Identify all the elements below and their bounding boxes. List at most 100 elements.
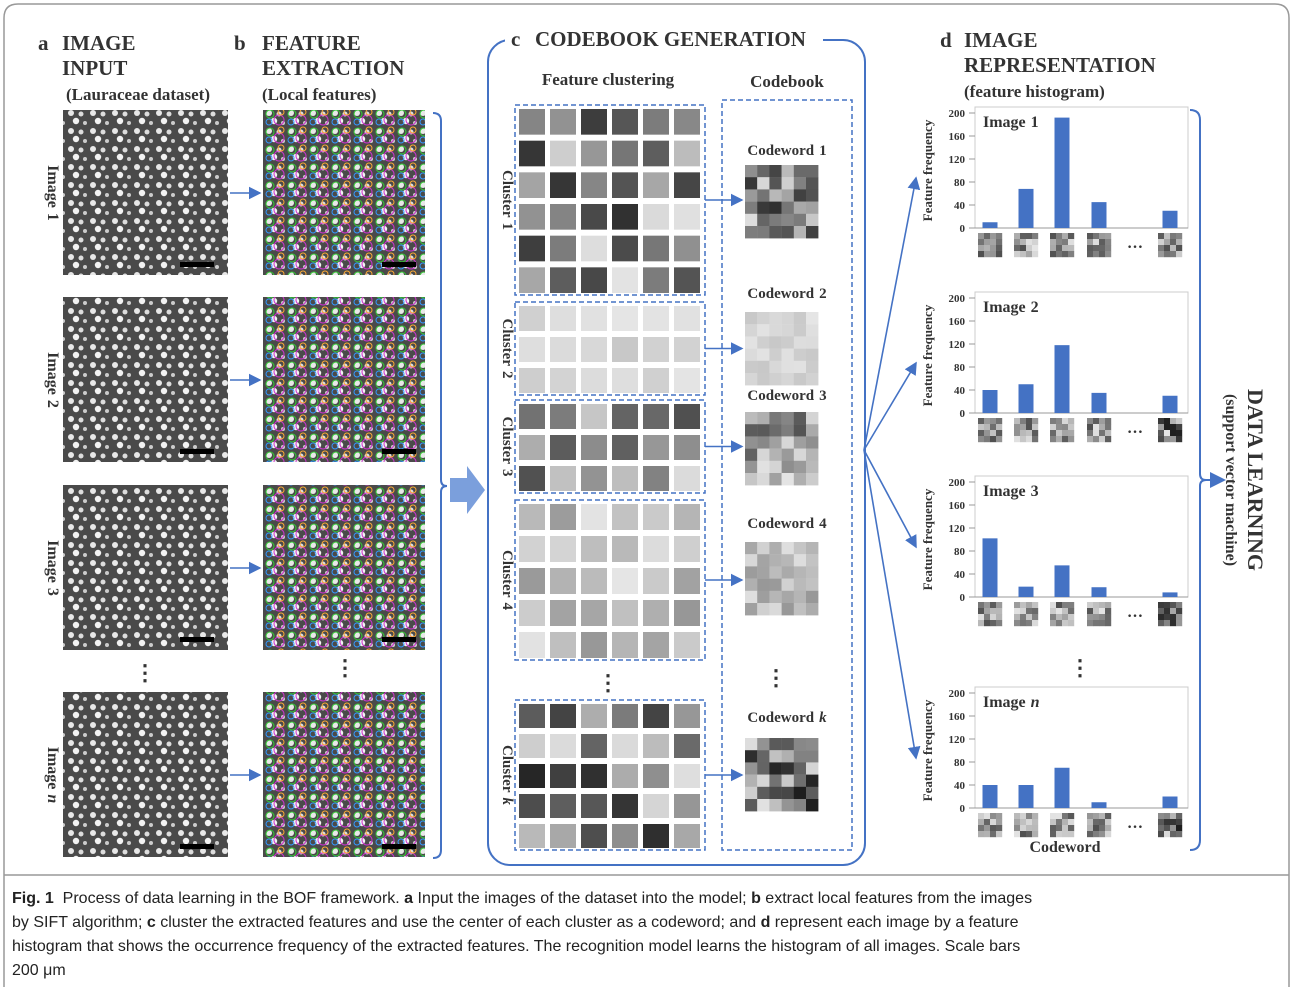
codeword-pixel [745, 202, 757, 214]
thumb-pixel [1105, 813, 1111, 819]
codeword-pixel [794, 554, 806, 566]
codeword-pixel [769, 312, 781, 324]
thumb-pixel [1020, 233, 1026, 239]
feature-patch [674, 306, 700, 331]
bar [1092, 802, 1107, 808]
codeword-pixel [806, 473, 818, 485]
codeword-pixel [782, 738, 794, 750]
cluster-label: Clusterk [499, 745, 515, 806]
thumb-pixel [1087, 819, 1093, 825]
codeword-pixel [782, 603, 794, 615]
panel-letter: a [38, 31, 49, 55]
thumb-pixel [1068, 825, 1074, 831]
label-index: 2 [1031, 299, 1039, 316]
thumb-pixel [1093, 436, 1099, 442]
scale-bar [180, 262, 214, 267]
feature-patch [519, 435, 545, 460]
thumb-pixel [1020, 831, 1026, 837]
codeword-pixel [757, 591, 769, 603]
thumb-pixel [1164, 424, 1170, 430]
thumb-pixel [984, 430, 990, 436]
codeword-pixel [769, 762, 781, 774]
thumb-pixel [984, 819, 990, 825]
thumb-pixel [1176, 430, 1182, 436]
thumb-pixel [1093, 825, 1099, 831]
thumb-pixel [1099, 608, 1105, 614]
thumb-pixel [990, 233, 996, 239]
thumb-pixel [1164, 620, 1170, 626]
feature-patch [643, 306, 669, 331]
codeword-pixel [794, 579, 806, 591]
codeword-pixel [794, 750, 806, 762]
caption-run: Fig. 1 [12, 890, 54, 907]
codeword-pixel [806, 542, 818, 554]
feature-patch [581, 236, 607, 262]
thumb-pixel [1105, 418, 1111, 424]
codeword-pixel [782, 461, 794, 473]
label-index: 3 [44, 588, 61, 596]
thumb-pixel [1056, 608, 1062, 614]
scale-bar [382, 637, 416, 642]
bar [1019, 384, 1034, 413]
thumb-pixel [1164, 418, 1170, 424]
codeword-pixel [757, 461, 769, 473]
thumb-pixel [1032, 436, 1038, 442]
thumb-pixel [996, 239, 1002, 245]
thumb-pixel [1062, 608, 1068, 614]
codeword-pixel [745, 412, 757, 424]
thumb-pixel [1164, 239, 1170, 245]
codeword-pixel [757, 554, 769, 566]
thumb-pixel [996, 430, 1002, 436]
thumb-pixel [1056, 620, 1062, 626]
codeword-pixel [782, 226, 794, 238]
thumb-pixel [1068, 608, 1074, 614]
codeword-image [745, 165, 818, 238]
thumb-pixel [1099, 245, 1105, 251]
codeword-pixel [794, 542, 806, 554]
histogram-label: Image2 [983, 299, 1039, 316]
codeword-pixel [806, 579, 818, 591]
thumb-pixel [1032, 239, 1038, 245]
thumb-pixel [996, 831, 1002, 837]
ellipsis: … [1127, 604, 1143, 621]
feature-patch [519, 764, 545, 788]
codeword-thumb [1087, 602, 1111, 626]
big-arrow [450, 466, 485, 514]
codeword-pixel [769, 412, 781, 424]
feature-patch [674, 824, 700, 848]
thumb-pixel [1050, 430, 1056, 436]
bar [1055, 345, 1070, 413]
thumb-pixel [1050, 251, 1056, 257]
y-tick-label: 0 [960, 223, 966, 235]
label-index: 1 [44, 213, 61, 221]
bracket [1190, 110, 1206, 850]
thumb-pixel [1099, 251, 1105, 257]
thumb-pixel [1093, 233, 1099, 239]
feature-patch [519, 109, 545, 135]
thumb-pixel [1050, 602, 1056, 608]
codeword-pixel [806, 349, 818, 361]
thumb-pixel [1026, 819, 1032, 825]
thumb-pixel [984, 245, 990, 251]
codeword-pixel [794, 461, 806, 473]
thumb-pixel [1176, 813, 1182, 819]
thumb-pixel [1032, 424, 1038, 430]
feature-patch [674, 236, 700, 262]
image-label: Image1 [44, 165, 61, 221]
feature-patch [519, 466, 545, 491]
feature-patch [550, 600, 576, 626]
thumb-pixel [1014, 825, 1020, 831]
feature-patch [674, 704, 700, 728]
thumb-pixel [1050, 831, 1056, 837]
thumb-pixel [990, 239, 996, 245]
feature-patch [674, 267, 700, 293]
feature-patch [643, 204, 669, 230]
thumb-pixel [1014, 436, 1020, 442]
codeword-pixel [745, 461, 757, 473]
thumb-pixel [1176, 608, 1182, 614]
bar [1019, 587, 1034, 597]
codeword-pixel [794, 591, 806, 603]
codeword-pixel [806, 312, 818, 324]
thumb-pixel [978, 819, 984, 825]
caption-run: 200 μm [12, 962, 66, 979]
